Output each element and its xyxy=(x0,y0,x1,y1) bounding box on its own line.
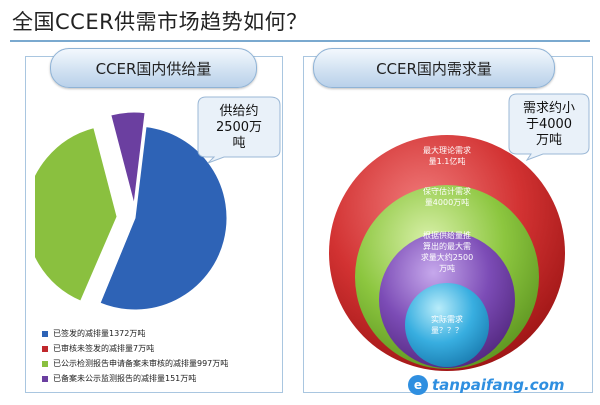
supply-callout-line: 供给约 xyxy=(219,104,259,119)
legend-item: 已签发的减排量1372万吨 xyxy=(42,326,228,341)
leaf-icon: e xyxy=(408,375,428,395)
ring-label-line: 实际需求 xyxy=(431,315,463,324)
supply-pie-chart xyxy=(35,111,228,317)
demand-header: CCER国内需求量 xyxy=(313,48,555,88)
demand-callout-line: 需求约小 xyxy=(522,101,575,116)
pie-legend: 已签发的减排量1372万吨 已审核未签发的减排量7万吨 已公示检测报告申请备案未… xyxy=(42,326,228,386)
ring-label-line: 量1.1亿吨 xyxy=(428,157,466,166)
pie-slice xyxy=(35,127,118,302)
ring-label-actual: 实际需求 量？？？ xyxy=(415,314,479,336)
legend-item: 已公示检测报告申请备案未审核的减排量997万吨 xyxy=(42,356,228,371)
ring-label-max: 最大理论需求 量1.1亿吨 xyxy=(412,145,482,167)
supply-callout: 供给约 2500万 吨 xyxy=(198,98,280,158)
legend-label: 已审核未签发的减排量7万吨 xyxy=(53,344,155,353)
ring-label-line: 算出的最大需 xyxy=(423,242,471,251)
supply-header: CCER国内供给量 xyxy=(50,48,257,88)
legend-item: 已备案未公示监测报告的减排量151万吨 xyxy=(42,371,228,386)
ring-label-conservative: 保守估计需求 量4000万吨 xyxy=(412,186,482,208)
legend-swatch xyxy=(42,360,48,367)
page-title: 全国CCER供需市场趋势如何？ xyxy=(12,10,308,34)
ring-label-line: 万吨 xyxy=(439,264,455,273)
legend-label: 已公示检测报告申请备案未审核的减排量997万吨 xyxy=(53,359,229,368)
demand-callout-line: 万吨 xyxy=(535,133,562,148)
watermark-text: tanpaifang.com xyxy=(432,376,565,394)
ring-actual xyxy=(405,283,489,367)
legend-swatch xyxy=(42,330,48,337)
legend-label: 已签发的减排量1372万吨 xyxy=(53,329,146,338)
pie-slice xyxy=(99,126,228,311)
ring-label-line: 最大理论需求 xyxy=(423,146,471,155)
pie-slice xyxy=(94,230,131,317)
ring-label-line: 量4000万吨 xyxy=(424,198,470,207)
pie-slice xyxy=(110,111,146,205)
title-divider xyxy=(10,40,590,42)
ring-label-line: 保守估计需求 xyxy=(423,187,471,196)
ring-label-supply-based: 根据供给量推 算出的最大需 求量大约2500 万吨 xyxy=(410,230,484,274)
supply-callout-line: 吨 xyxy=(232,136,246,151)
ring-label-line: 根据供给量推 xyxy=(423,231,471,240)
supply-callout-shape xyxy=(197,96,281,164)
legend-item: 已审核未签发的减排量7万吨 xyxy=(42,341,228,356)
legend-swatch xyxy=(42,345,48,352)
demand-callout-line: 于4000 xyxy=(525,117,573,132)
demand-callout-shape xyxy=(508,93,590,162)
ring-label-line: 求量大约2500 xyxy=(420,253,474,262)
legend-label: 已备案未公示监测报告的减排量151万吨 xyxy=(53,374,197,383)
demand-rings-diagram xyxy=(329,135,565,371)
ring-label-line: 量？？？ xyxy=(431,326,463,335)
supply-callout-line: 2500万 xyxy=(215,120,263,135)
legend-swatch xyxy=(42,375,48,382)
demand-callout: 需求约小 于4000 万吨 xyxy=(510,95,588,155)
